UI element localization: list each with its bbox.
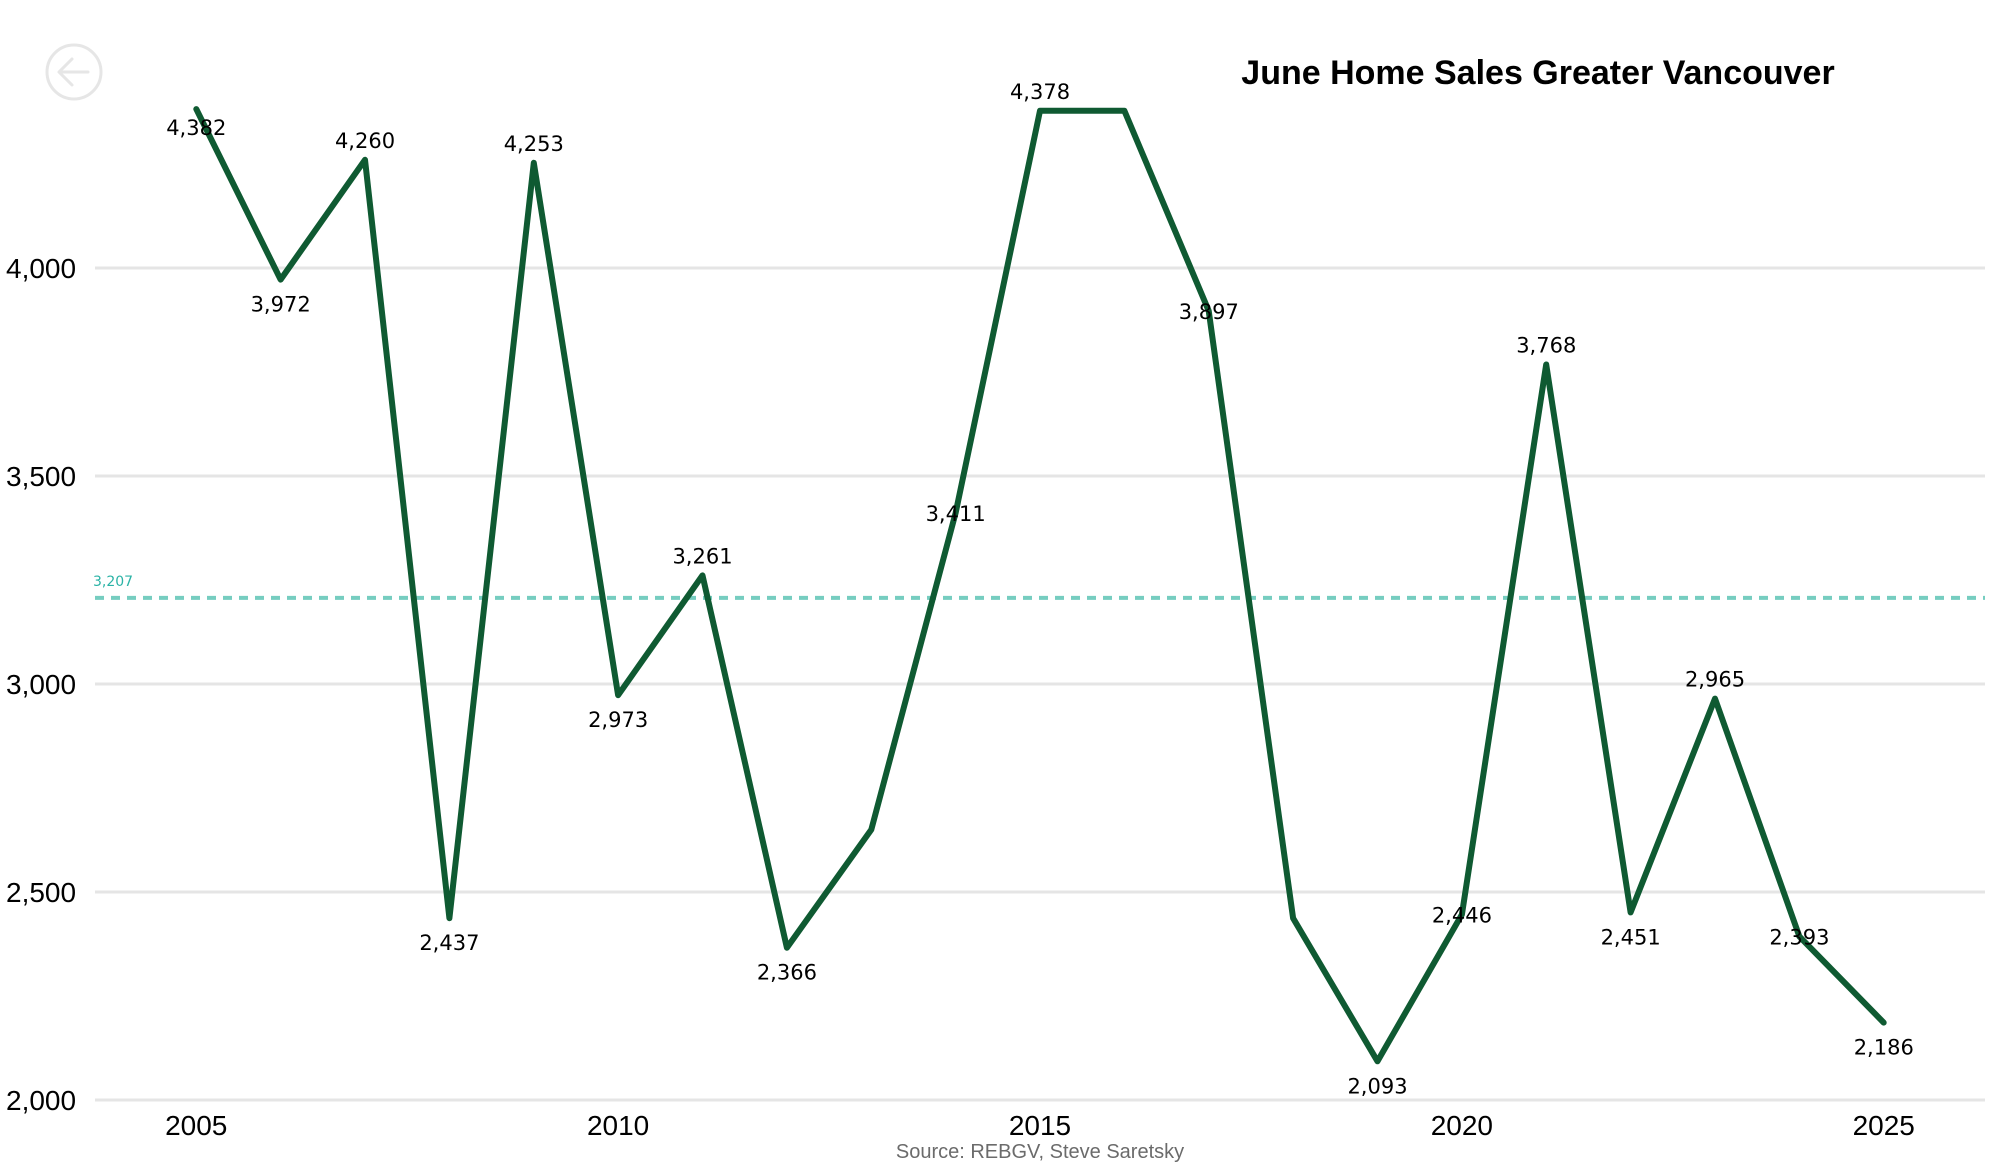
data-label: 3,972 bbox=[251, 293, 311, 317]
chart-source: Source: REBGV, Steve Saretsky bbox=[896, 1141, 1184, 1163]
y-axis-ticks: 2,000 2,500 3,000 3,500 4,000 bbox=[6, 253, 76, 1116]
x-tick-label: 2015 bbox=[1009, 1110, 1071, 1141]
x-tick-label: 2020 bbox=[1431, 1110, 1493, 1141]
back-button[interactable] bbox=[45, 43, 103, 101]
data-label: 3,897 bbox=[1179, 300, 1239, 324]
back-arrow-icon bbox=[57, 57, 90, 87]
data-label: 2,965 bbox=[1685, 668, 1745, 692]
data-label: 2,446 bbox=[1432, 903, 1492, 927]
gridlines bbox=[95, 266, 1985, 1102]
data-label: 4,382 bbox=[166, 116, 226, 140]
data-label: 2,366 bbox=[757, 961, 817, 985]
x-tick-label: 2025 bbox=[1853, 1110, 1915, 1141]
data-label: 4,260 bbox=[335, 129, 395, 153]
data-label: 2,093 bbox=[1347, 1074, 1407, 1098]
data-labels: 4,382 3,972 4,260 2,437 4,253 2,973 3,261 2,366… bbox=[166, 80, 1914, 1099]
x-axis-ticks: 2005 2010 2015 2020 2025 bbox=[165, 1110, 1915, 1141]
y-tick-label: 2,500 bbox=[6, 877, 76, 908]
average-line-group: 3,207 bbox=[93, 574, 1985, 600]
data-label: 3,411 bbox=[926, 502, 986, 526]
data-label: 3,768 bbox=[1516, 334, 1576, 358]
y-tick-label: 4,000 bbox=[6, 253, 76, 284]
series-line bbox=[193, 106, 1887, 1065]
data-label: 2,186 bbox=[1854, 1036, 1914, 1060]
data-label: 3,261 bbox=[672, 544, 732, 568]
back-button-ring[interactable] bbox=[45, 43, 103, 101]
data-label: 2,393 bbox=[1769, 926, 1829, 950]
series-line-group bbox=[193, 106, 1887, 1065]
x-tick-label: 2005 bbox=[165, 1110, 227, 1141]
chart-title: June Home Sales Greater Vancouver bbox=[1241, 54, 1834, 92]
y-tick-label: 3,000 bbox=[6, 669, 76, 700]
data-label: 4,378 bbox=[1010, 80, 1070, 104]
data-label: 2,437 bbox=[419, 931, 479, 955]
x-tick-label: 2010 bbox=[587, 1110, 649, 1141]
data-label: 2,973 bbox=[588, 708, 648, 732]
y-tick-label: 3,500 bbox=[6, 461, 76, 492]
y-tick-label: 2,000 bbox=[6, 1085, 76, 1116]
data-label: 2,451 bbox=[1601, 925, 1661, 949]
average-label: 3,207 bbox=[93, 574, 133, 590]
data-label: 4,253 bbox=[504, 132, 564, 156]
